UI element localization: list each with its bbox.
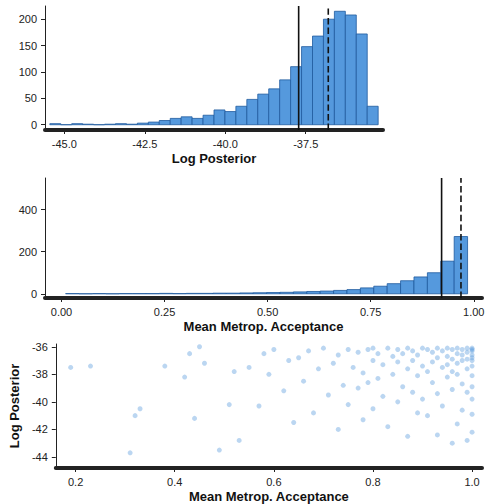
svg-text:150: 150 [19,40,37,52]
svg-text:0.2: 0.2 [68,476,83,488]
svg-text:-45.0: -45.0 [52,138,77,150]
svg-text:1.0: 1.0 [464,476,479,488]
svg-text:0: 0 [31,119,37,131]
svg-text:-37.5: -37.5 [293,138,318,150]
svg-text:0.75: 0.75 [360,306,381,318]
svg-text:-42.5: -42.5 [132,138,157,150]
svg-text:1.00: 1.00 [463,306,484,318]
svg-text:Log Posterior: Log Posterior [172,151,257,166]
svg-text:100: 100 [19,66,37,78]
svg-text:-40.0: -40.0 [213,138,238,150]
svg-text:0.25: 0.25 [154,306,175,318]
svg-text:-36: -36 [32,341,48,353]
svg-text:200: 200 [19,13,37,25]
svg-text:200: 200 [19,246,37,258]
svg-text:0.8: 0.8 [365,476,380,488]
svg-text:-44: -44 [32,451,48,463]
svg-text:Log Posterior: Log Posterior [7,364,22,449]
svg-text:-40: -40 [32,396,48,408]
svg-text:0.00: 0.00 [51,306,72,318]
svg-text:0.4: 0.4 [167,476,182,488]
svg-text:-42: -42 [32,423,48,435]
svg-text:0.50: 0.50 [257,306,278,318]
svg-text:-38: -38 [32,368,48,380]
svg-text:50: 50 [25,92,37,104]
svg-text:0: 0 [31,288,37,300]
svg-text:0.6: 0.6 [266,476,281,488]
svg-text:Mean Metrop. Acceptance: Mean Metrop. Acceptance [189,489,349,504]
svg-text:400: 400 [19,204,37,216]
svg-text:Mean Metrop. Acceptance: Mean Metrop. Acceptance [184,319,344,334]
